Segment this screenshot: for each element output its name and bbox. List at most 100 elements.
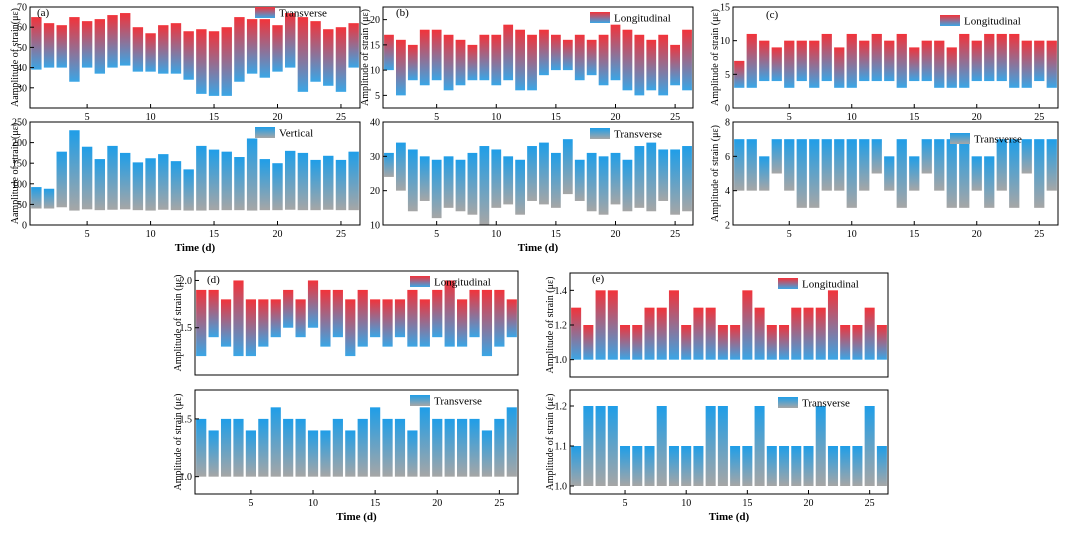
- legend-label: Transverse: [434, 396, 482, 408]
- bar: [457, 418, 468, 477]
- bar: [984, 156, 995, 208]
- bar: [864, 406, 875, 486]
- bar: [208, 149, 220, 211]
- chart-panel-10: 1.0 1.1 1.2 5 10 15 20 25 Amplitude of strain (μ…: [545, 389, 889, 523]
- bar: [170, 23, 182, 74]
- bar: [419, 156, 430, 201]
- bar: [583, 406, 594, 486]
- bar: [56, 25, 67, 68]
- bar: [620, 325, 631, 360]
- y-tick-label: 1.0: [555, 482, 568, 493]
- y-tick-label: 1.5: [180, 323, 193, 334]
- y-axis-label: Amplitude of strain (με): [545, 393, 556, 490]
- bar: [693, 446, 704, 486]
- bar: [259, 159, 271, 211]
- bar: [432, 418, 443, 477]
- y-axis-label: Aamplitude of strain (με): [10, 123, 21, 224]
- bar: [56, 151, 67, 208]
- y-tick-label: 15: [720, 3, 730, 14]
- bar: [574, 159, 585, 201]
- y-axis-label: Amplitude of strain (με): [360, 9, 371, 106]
- bar: [871, 33, 882, 82]
- y-tick-label: 20: [370, 15, 380, 26]
- bar: [284, 150, 296, 210]
- plot-frame: [194, 270, 519, 376]
- bar: [1034, 139, 1045, 208]
- bar: [221, 27, 232, 96]
- y-tick-label: 250: [12, 118, 27, 129]
- x-axis-label: Time (d): [709, 511, 750, 523]
- bar: [909, 156, 920, 191]
- bar: [571, 446, 582, 486]
- panel-letter: (c): [766, 9, 779, 21]
- bar: [730, 325, 741, 360]
- bar: [815, 406, 826, 486]
- bar: [734, 139, 745, 191]
- y-tick-label: 1.5: [180, 414, 193, 425]
- y-tick-label: 4: [725, 186, 730, 197]
- bar: [94, 19, 106, 74]
- bar: [610, 152, 621, 205]
- bar: [81, 21, 93, 68]
- y-tick-label: 40: [370, 118, 380, 129]
- bar: [595, 290, 606, 360]
- bar: [632, 325, 643, 360]
- bar: [562, 39, 573, 71]
- bar: [771, 139, 782, 174]
- bar: [859, 40, 870, 82]
- bar: [959, 139, 970, 208]
- chart-panel-5: 10 20 30 40 5 10 15 20 25 Time (d) Transverse: [370, 118, 694, 254]
- bar: [419, 299, 430, 347]
- y-tick-label: 8: [725, 118, 730, 129]
- bar: [759, 40, 770, 82]
- bar: [310, 21, 321, 82]
- x-tick-label: 25: [670, 112, 680, 123]
- bar: [246, 19, 258, 74]
- x-tick-label: 5: [623, 498, 628, 509]
- bar: [840, 446, 851, 486]
- y-tick-label: 6: [725, 152, 730, 163]
- bar: [419, 29, 430, 86]
- x-tick-label: 15: [370, 498, 380, 509]
- x-tick-label: 20: [972, 229, 982, 240]
- legend-swatch: [590, 128, 610, 139]
- legend-swatch: [590, 12, 610, 23]
- chart-panel-6: 2 4 6 8 5 10 15 20 25 Amplitude of strain (με) Tra…: [710, 118, 1059, 240]
- bar: [864, 307, 875, 360]
- bar: [746, 139, 757, 191]
- x-tick-label: 20: [611, 112, 621, 123]
- bar: [754, 406, 765, 486]
- bar: [705, 406, 716, 486]
- bar: [946, 139, 957, 208]
- y-tick-label: 40: [17, 63, 27, 74]
- plot-frame: [194, 389, 519, 495]
- bar: [681, 325, 692, 360]
- bar: [384, 34, 394, 71]
- x-tick-label: 5: [85, 229, 90, 240]
- bar: [384, 152, 394, 177]
- y-axis-label: Amplitude of strain (με): [545, 276, 556, 373]
- bar: [31, 17, 42, 70]
- bar: [598, 156, 609, 215]
- legend-label: Vertical: [279, 128, 313, 140]
- bar: [382, 418, 393, 477]
- bar: [284, 13, 296, 68]
- x-tick-label: 20: [432, 498, 442, 509]
- y-tick-label: 1.1: [555, 442, 568, 453]
- bar: [515, 29, 526, 91]
- bar: [658, 149, 669, 201]
- x-axis-label: Time (d): [336, 511, 377, 523]
- bar: [634, 146, 645, 208]
- bar: [971, 156, 982, 191]
- bar: [81, 146, 93, 210]
- bar: [270, 299, 281, 338]
- bar: [444, 280, 455, 347]
- bar: [272, 25, 283, 72]
- y-axis-label: Aamplitude of strain(με): [10, 8, 21, 107]
- bar: [481, 289, 493, 357]
- bar: [921, 40, 932, 82]
- legend-label: Transverse: [974, 134, 1022, 146]
- y-tick-label: 15: [370, 40, 380, 51]
- y-tick-label: 10: [720, 36, 730, 47]
